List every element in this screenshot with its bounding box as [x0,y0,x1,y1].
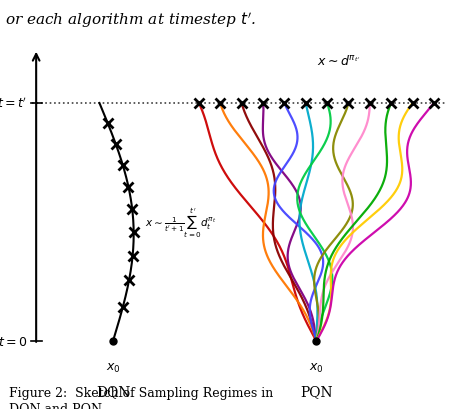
Text: $t = t'$: $t = t'$ [0,97,27,111]
Text: $t = 0$: $t = 0$ [0,335,27,348]
Text: $x \sim d^{\pi_{t^{\prime}}}$: $x \sim d^{\pi_{t^{\prime}}}$ [317,54,360,68]
Text: $x \sim \frac{1}{t^{\prime}+1}\sum_{t=0}^{t^{\prime}} d_t^{\pi_t}$: $x \sim \frac{1}{t^{\prime}+1}\sum_{t=0}… [144,206,216,239]
Text: Figure 2:  Sketch of Sampling Regimes in
DQN and PQN: Figure 2: Sketch of Sampling Regimes in … [9,387,273,409]
Text: PQN: PQN [299,384,332,398]
Text: $x_0$: $x_0$ [308,361,323,374]
Text: $x_0$: $x_0$ [106,361,120,374]
Text: DQN: DQN [96,384,130,398]
Text: or each algorithm at timestep $t'$.: or each algorithm at timestep $t'$. [5,10,255,30]
